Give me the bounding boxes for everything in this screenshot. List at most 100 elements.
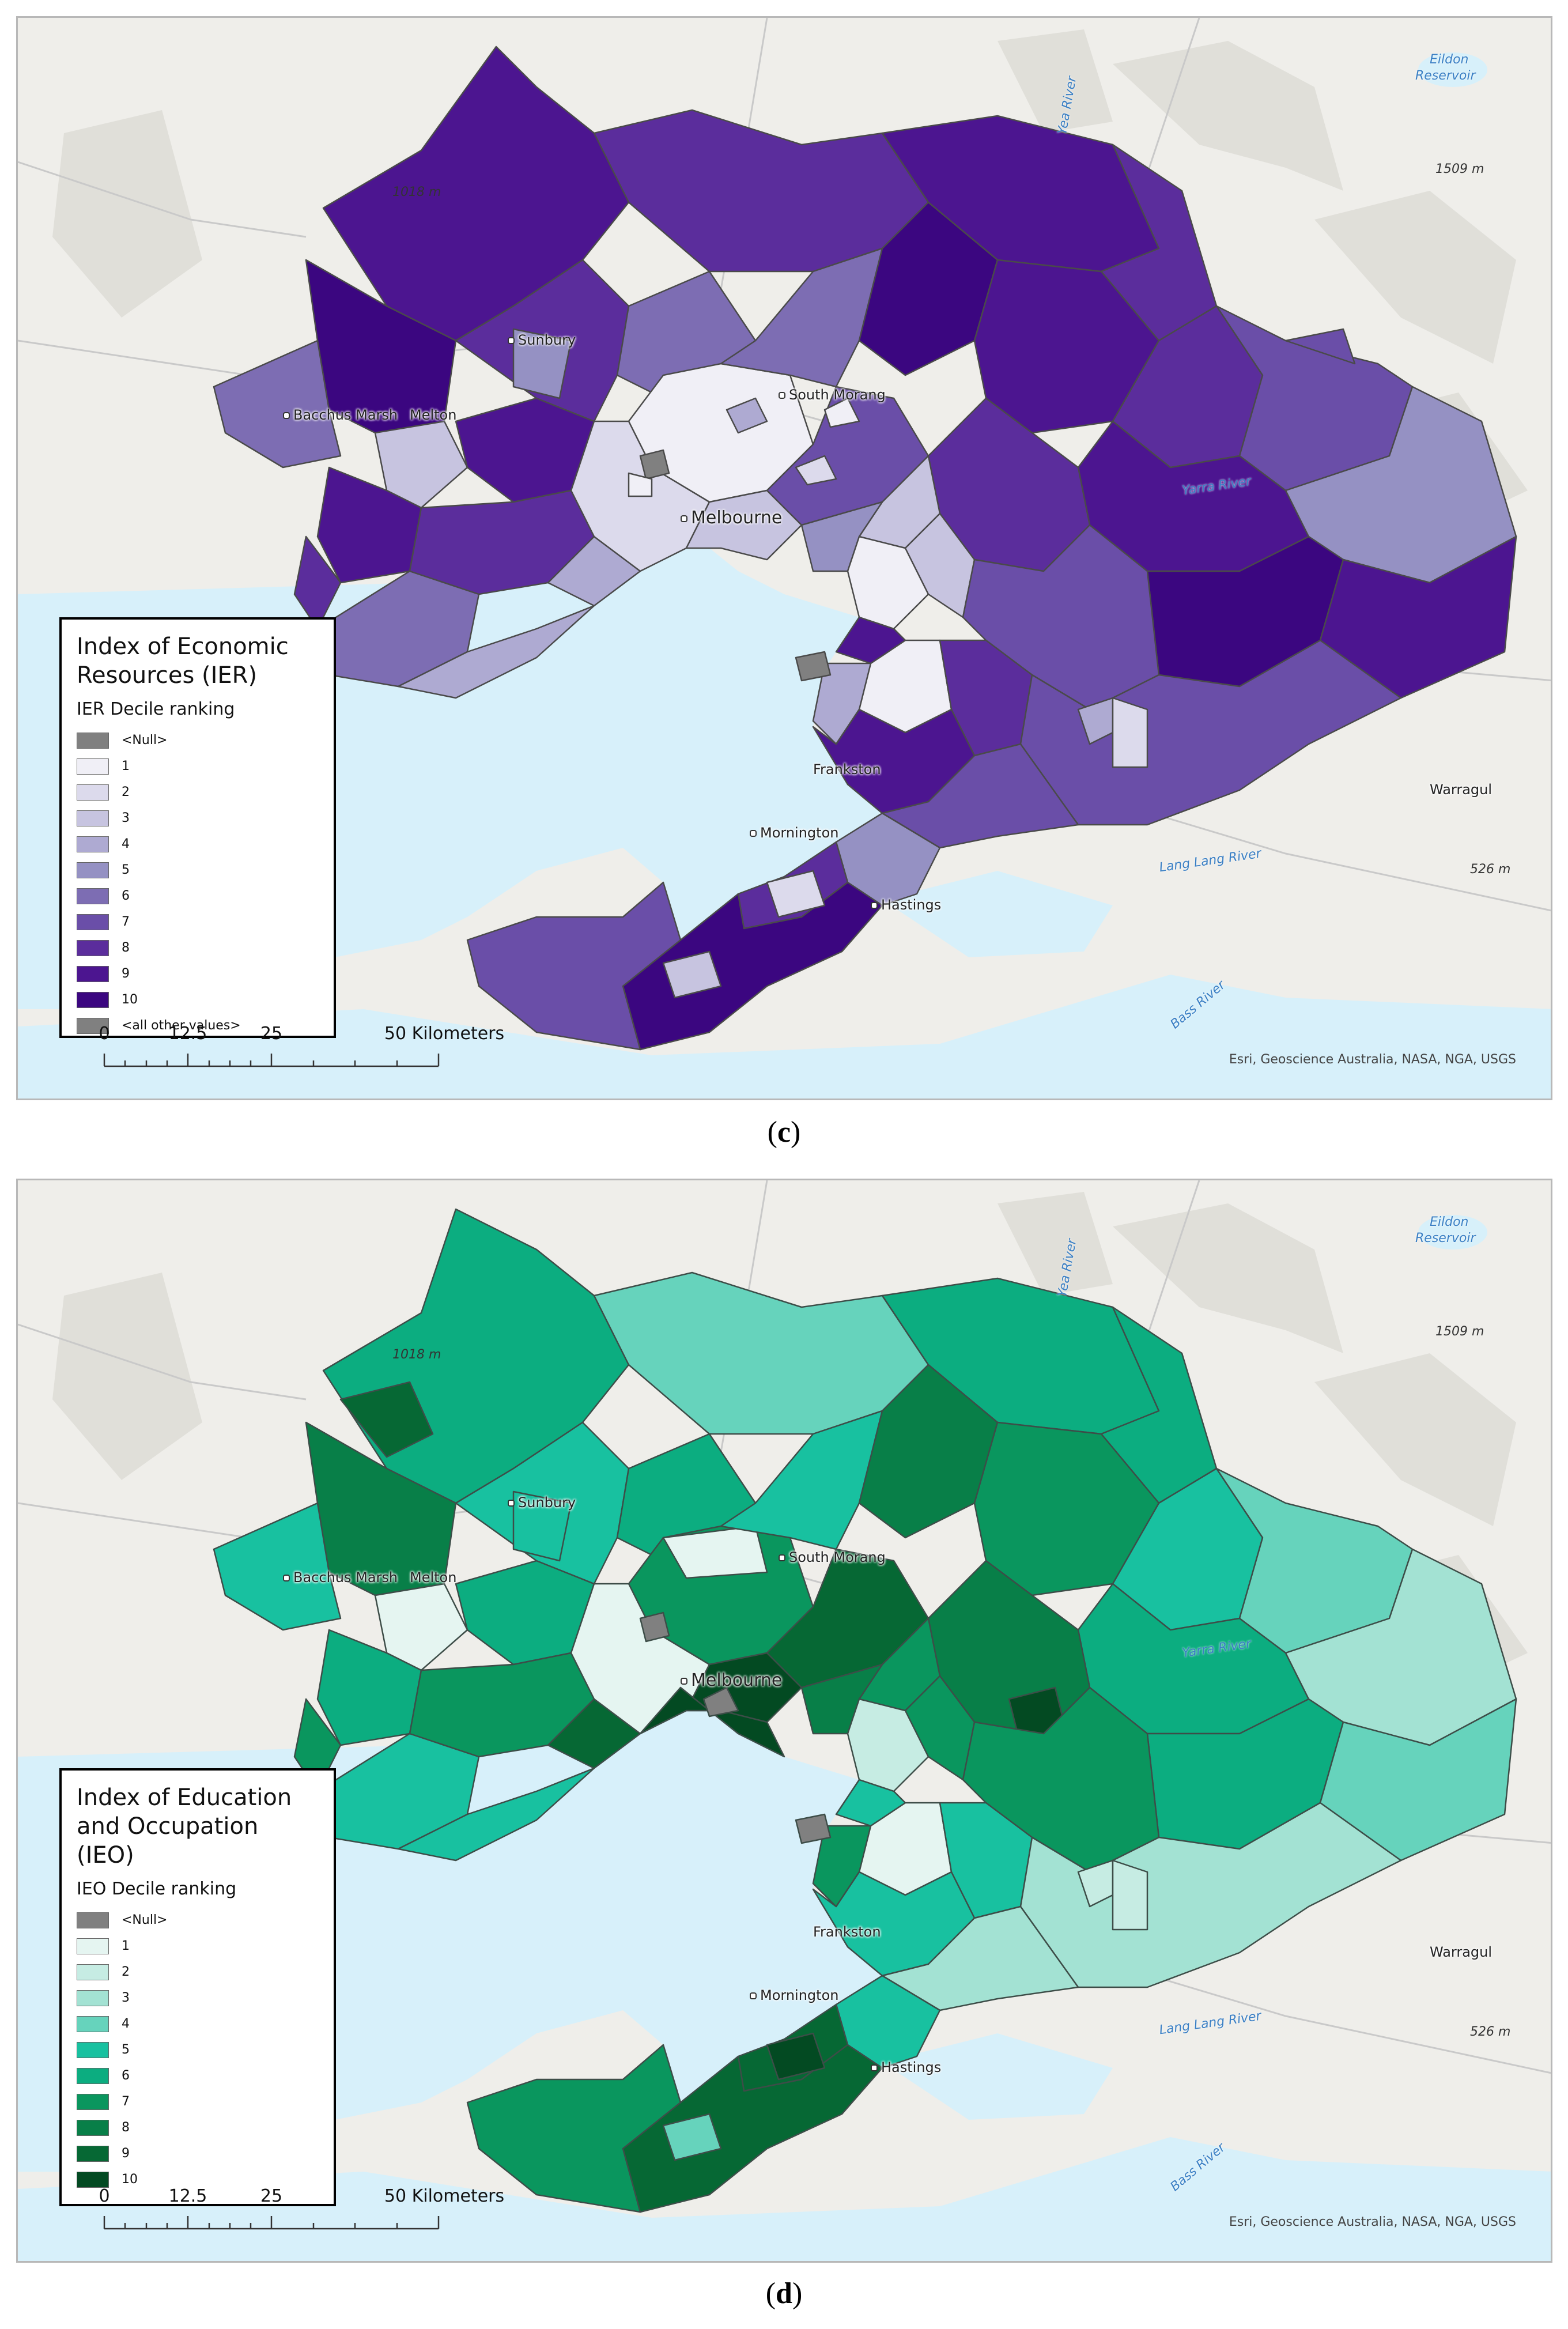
scale-label: 50 Kilometers — [384, 1024, 505, 1044]
legend-label: 3 — [122, 811, 130, 825]
scale-label: 50 Kilometers — [384, 2186, 505, 2206]
legend-label: 1 — [122, 759, 130, 773]
place-label: Frankston — [813, 761, 881, 777]
legend-item: 9 — [77, 2141, 320, 2166]
place-label: Melton — [410, 407, 457, 423]
legend-swatch — [77, 1912, 109, 1928]
legend-swatch — [77, 1990, 109, 2006]
caption-letter: d — [776, 2277, 792, 2310]
legend-item: 2 — [77, 779, 320, 805]
place-label: Hastings — [871, 897, 941, 913]
place-label: Frankston — [813, 1924, 881, 1940]
legend-swatch — [77, 2067, 109, 2084]
region — [726, 397, 768, 434]
legend-subtitle: IER Decile ranking — [77, 699, 235, 719]
legend-swatch — [77, 784, 109, 801]
region — [466, 881, 682, 1051]
legend-item: 10 — [77, 2166, 320, 2192]
legend-title-line: Index of Education — [77, 1784, 292, 1811]
place-label: Warragul — [1430, 1944, 1493, 1960]
legend-swatch — [77, 2145, 109, 2162]
legend-label: 8 — [122, 941, 130, 955]
map-panel-ier: 1018 m 1509 m 526 m Eildon Reservoir Yea… — [16, 16, 1552, 1100]
legend-label: <Null> — [122, 733, 168, 748]
scale-label: 25 — [260, 1024, 283, 1044]
region — [662, 2113, 722, 2161]
region — [795, 651, 832, 682]
legend-label: 9 — [122, 967, 130, 981]
map-legend: Index of Economic Resources (IER) IER De… — [59, 617, 336, 1038]
legend-title-line: Resources (IER) — [77, 662, 258, 689]
legend-label: 5 — [122, 863, 130, 877]
place-label: Sunbury — [508, 332, 576, 348]
legend-item: 5 — [77, 2037, 320, 2063]
choropleth-regions-ier — [213, 46, 1517, 1051]
legend-swatch — [77, 939, 109, 956]
place-label: Sunbury — [508, 1494, 576, 1511]
scale-label: 12.5 — [168, 1024, 207, 1044]
legend-label: 10 — [122, 992, 138, 1007]
region — [639, 449, 670, 480]
legend-item: 9 — [77, 961, 320, 987]
legend-swatch — [77, 914, 109, 930]
legend-label: 8 — [122, 2120, 130, 2135]
region — [795, 1813, 832, 1844]
legend-item: 6 — [77, 883, 320, 909]
legend-label: 3 — [122, 1991, 130, 2005]
legend-label: 2 — [122, 785, 130, 799]
choropleth-regions-ieo — [213, 1208, 1517, 2213]
legend-label: 1 — [122, 1939, 130, 1953]
legend-swatch — [77, 1964, 109, 1980]
region — [1112, 1859, 1148, 1931]
legend-item: <Null> — [77, 727, 320, 753]
region — [766, 2032, 826, 2081]
region — [881, 743, 1079, 849]
legend-items: <Null> 1 2 3 4 5 6 7 8 9 10 — [77, 1907, 320, 2192]
legend-title-line: and Occupation — [77, 1813, 259, 1840]
region — [339, 1381, 434, 1458]
legend-title: Index of Economic Resources (IER) — [77, 632, 320, 690]
scale-ruler — [103, 2216, 440, 2230]
legend-item: 3 — [77, 805, 320, 831]
scale-ruler — [103, 1054, 440, 1067]
place-label: Melbourne — [681, 1670, 782, 1690]
region — [374, 1583, 468, 1671]
legend-title-line: (IEO) — [77, 1842, 134, 1869]
legend-item: 4 — [77, 831, 320, 857]
place-label: Mornington — [750, 825, 838, 841]
legend-swatch — [77, 2171, 109, 2188]
region — [766, 870, 826, 918]
legend-subtitle: IEO Decile ranking — [77, 1879, 237, 1899]
legend-swatch — [77, 1017, 109, 1034]
legend-label: 7 — [122, 2094, 130, 2109]
region — [835, 1779, 906, 1827]
legend-label: 5 — [122, 2043, 130, 2057]
legend-item: 10 — [77, 987, 320, 1013]
caption-letter: c — [777, 1116, 791, 1149]
water-label: Eildon — [1430, 1215, 1469, 1229]
legend-swatch — [77, 965, 109, 982]
region — [374, 420, 468, 509]
place-label: Hastings — [871, 2059, 941, 2075]
region — [213, 339, 342, 469]
legend-item: 4 — [77, 2011, 320, 2037]
elevation-label: 1509 m — [1435, 1324, 1484, 1339]
legend-label: 4 — [122, 837, 130, 851]
figure-caption-d: (d) — [765, 2277, 803, 2310]
region — [213, 1502, 342, 1631]
legend-item: 5 — [77, 857, 320, 883]
water-label: Reservoir — [1415, 1231, 1476, 1245]
elevation-label: 1509 m — [1435, 162, 1484, 176]
legend-item: 7 — [77, 2089, 320, 2115]
legend-swatch — [77, 2041, 109, 2058]
region — [702, 1686, 739, 1718]
region — [835, 616, 906, 665]
region — [628, 472, 653, 497]
legend-label: 2 — [122, 1965, 130, 1979]
place-label: Bacchus Marsh — [283, 1569, 398, 1586]
legend-item: 6 — [77, 2063, 320, 2089]
place-label: Warragul — [1430, 782, 1493, 798]
legend-swatch — [77, 2119, 109, 2136]
region — [1112, 697, 1148, 768]
region — [720, 247, 883, 388]
